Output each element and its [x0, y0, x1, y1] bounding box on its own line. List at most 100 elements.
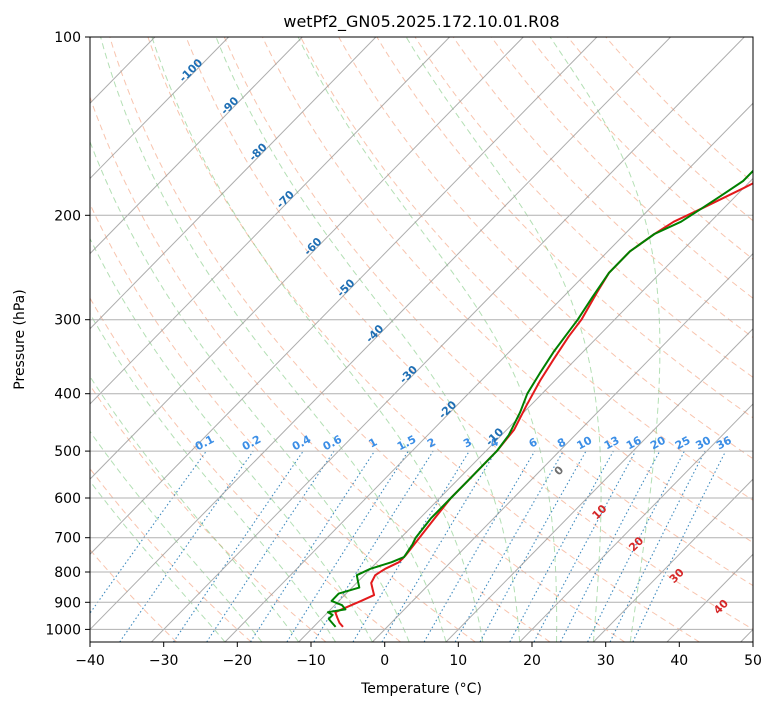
mixing-ratio-line [454, 450, 564, 642]
dry-adiabat-line [185, 37, 753, 631]
y-tick-label: 900 [54, 595, 81, 611]
isotherm-line [90, 37, 598, 555]
moist-adiabat-line [405, 37, 602, 642]
isotherm-label: -10 [483, 425, 506, 448]
dry-adiabat-line [90, 297, 401, 642]
x-tick-label: 10 [449, 653, 467, 669]
moist-adiabat-line [549, 37, 661, 642]
moist-adiabat-line [90, 480, 226, 642]
mixing-ratio-line [632, 450, 727, 642]
temperature-profile-line [334, 182, 753, 628]
y-tick-label: 700 [54, 531, 81, 547]
wetbulb-label: 30 [667, 566, 687, 586]
y-tick-label: 300 [54, 313, 81, 329]
moist-adiabat-line [90, 375, 300, 642]
moist-adiabat-line [100, 37, 447, 642]
moist-adiabat-line [90, 430, 263, 642]
y-tick-label: 400 [54, 387, 81, 403]
dry-adiabat-line [605, 37, 753, 184]
dry-adiabat-line [90, 384, 327, 642]
isotherm-line [90, 37, 377, 330]
moist-adiabat-line [215, 37, 521, 642]
mixing-ratio-label: 0.6 [321, 433, 345, 454]
plot-frame [89, 36, 754, 643]
y-tick-label: 1000 [45, 622, 81, 638]
inline-labels: 0.1 0.2 0.4 0.6 1 1.5 2 3 4 6 8 10 13 16 20 25 30 36-100-… [177, 56, 735, 617]
x-tick-label: −10 [296, 653, 326, 669]
mixing-ratio-label: 0.1 [193, 433, 216, 454]
mixing-ratio-label: 10 [575, 434, 595, 453]
isotherm-label: -70 [274, 188, 297, 211]
x-tick-label: 50 [744, 653, 762, 669]
isotherm-label: -90 [218, 94, 241, 117]
y-tick-label: 200 [54, 208, 81, 224]
wetbulb-label: 0 [552, 463, 567, 478]
mixing-ratio-lines [90, 450, 727, 642]
y-tick-label: 600 [54, 491, 81, 507]
mixing-ratio-line [286, 450, 409, 642]
moist-adiabat-line [90, 140, 410, 642]
y-tick-label: 100 [54, 30, 81, 46]
isotherm-line [90, 37, 671, 631]
moist-adiabat-line [90, 237, 373, 642]
mixing-ratio-label: 1 [367, 435, 380, 450]
dry-adiabat-line [567, 37, 753, 222]
isotherms [0, 37, 753, 642]
mixing-ratio-label: 16 [624, 434, 644, 453]
mixing-ratio-label: 13 [602, 434, 622, 453]
dry-adiabat-line [452, 37, 753, 339]
dry-adiabat-line [90, 467, 252, 642]
y-tick-label: 500 [54, 444, 81, 460]
y-axis-ticks: 100 200 300 400 500 600 700 800 900 1000 [45, 30, 90, 638]
wetbulb-label: 10 [590, 502, 610, 522]
mixing-ratio-label: 0.4 [290, 433, 314, 454]
isotherm-line [519, 403, 753, 642]
x-tick-label: −30 [149, 653, 179, 669]
isotherm-label: -20 [436, 398, 459, 421]
dry-adiabat-line [90, 95, 551, 642]
dry-adiabat-line [147, 37, 700, 642]
isotherm-line [372, 252, 753, 642]
profile-series [326, 169, 753, 628]
isotherm-label: -60 [301, 235, 324, 258]
mixing-ratio-line [560, 450, 661, 642]
mixing-ratio-line [352, 450, 470, 642]
wetbulb-label: 20 [626, 534, 646, 554]
x-tick-label: −20 [223, 653, 253, 669]
mixing-ratio-line [90, 450, 207, 615]
y-tick-label: 800 [54, 565, 81, 581]
mixing-ratio-line [533, 450, 636, 642]
x-tick-label: 20 [523, 653, 541, 669]
moist-adiabats [90, 37, 661, 642]
mixing-ratio-label: 0.2 [240, 433, 263, 454]
isotherm-line [0, 37, 8, 642]
dry-adiabat-line [223, 37, 753, 587]
dry-adiabat-line [300, 37, 753, 501]
x-axis-title: Temperature (°C) [360, 681, 482, 697]
mixing-ratio-line [381, 450, 497, 642]
isotherm-label: -80 [247, 140, 270, 163]
mixing-ratio-line [609, 450, 706, 642]
x-tick-label: −40 [75, 653, 105, 669]
mixing-ratio-label: 3 [461, 435, 474, 450]
isotherm-label: -100 [177, 56, 206, 85]
pressure-gridlines [90, 37, 753, 630]
isotherm-line [445, 328, 753, 642]
dry-adiabat-line [261, 37, 753, 544]
x-tick-label: 30 [597, 653, 615, 669]
mixing-ratio-line [509, 450, 614, 642]
mixing-ratio-line [250, 450, 376, 642]
x-tick-label: 40 [670, 653, 688, 669]
mixing-ratio-line [423, 450, 536, 642]
isotherm-label: -50 [334, 276, 357, 299]
mixing-ratio-line [479, 450, 587, 642]
mixing-ratio-label: 20 [648, 434, 668, 453]
mixing-ratio-label: 36 [714, 434, 734, 453]
dry-adiabat-line [376, 37, 753, 419]
dewpoint-profile-line [326, 169, 753, 628]
isotherm-line [151, 37, 745, 642]
moist-adiabat-line [90, 312, 336, 642]
isotherm-line [90, 37, 450, 405]
mixing-ratio-line [313, 450, 434, 642]
dry-adiabats [90, 37, 753, 642]
